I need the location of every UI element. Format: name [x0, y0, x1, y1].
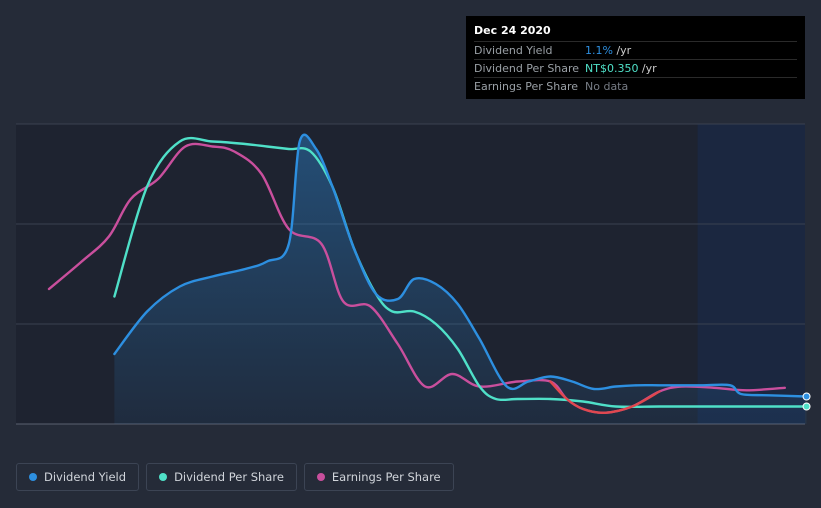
legend: Dividend Yield Dividend Per Share Earnin…: [16, 463, 454, 491]
legend-dot-icon: [159, 473, 168, 481]
tooltip-row-dividend-yield: Dividend Yield 1.1% /yr: [474, 41, 797, 59]
tooltip-row-earnings-per-share: Earnings Per Share No data: [474, 77, 797, 95]
dividend-per-share-line: [113, 136, 808, 409]
tooltip-label: Earnings Per Share: [474, 80, 579, 93]
earnings-decline-segment: [549, 380, 661, 415]
tooltip-value: NT$0.350: [585, 62, 639, 75]
dividend-yield-area: [114, 134, 807, 425]
dividend-yield-line: [113, 133, 808, 398]
tooltip-row-dividend-per-share: Dividend Per Share NT$0.350 /yr: [474, 59, 797, 77]
tooltip: Dec 24 2020 Dividend Yield 1.1% /yr Divi…: [466, 16, 805, 99]
legend-item-dividend-per-share[interactable]: Dividend Per Share: [146, 463, 297, 491]
legend-label: Dividend Yield: [44, 470, 127, 484]
legend-item-earnings-per-share[interactable]: Earnings Per Share: [303, 463, 454, 491]
legend-label: Earnings Per Share: [331, 470, 441, 484]
tooltip-label: Dividend Yield: [474, 44, 553, 57]
tooltip-date: Dec 24 2020: [474, 24, 551, 37]
past-region: [697, 124, 805, 424]
legend-item-dividend-yield[interactable]: Dividend Yield: [16, 463, 140, 491]
legend-dot-icon: [29, 473, 37, 481]
tooltip-unit: /yr: [638, 62, 657, 75]
tooltip-unit: /yr: [612, 44, 632, 57]
tooltip-value: 1.1%: [585, 44, 613, 57]
end-marker-dividend-yield: [802, 392, 811, 401]
tooltip-label: Dividend Per Share: [474, 62, 580, 75]
legend-dot-icon: [316, 473, 325, 481]
legend-label: Dividend Per Share: [174, 470, 284, 484]
end-marker-dividend-per-share: [802, 402, 811, 411]
tooltip-value: No data: [585, 80, 629, 93]
